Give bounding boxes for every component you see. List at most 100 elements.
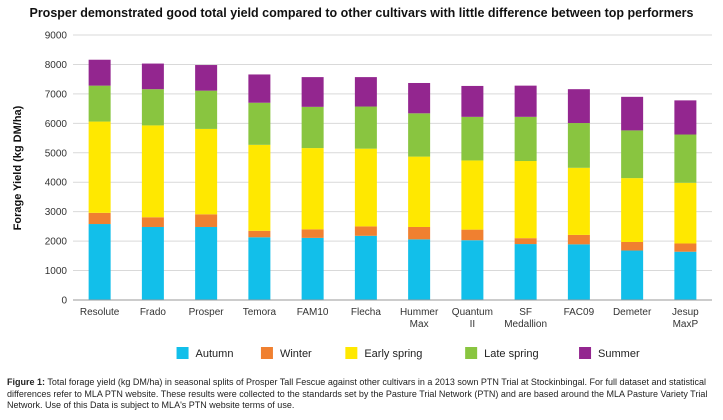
bar-segment-winter <box>621 241 644 251</box>
bar-segment-summer <box>461 85 484 117</box>
bar-segment-winter <box>195 214 218 227</box>
bar-segment-late-spring <box>567 123 590 168</box>
bar-segment-summer <box>354 77 377 107</box>
x-tick-label-line: Temora <box>243 307 277 318</box>
bar-segment-late-spring <box>141 89 164 126</box>
bar-segment-winter <box>88 212 111 225</box>
x-tick-label: Demeter <box>613 307 652 318</box>
bar-segment-early-spring <box>621 178 644 242</box>
bar-segment-autumn <box>461 240 484 300</box>
bar-segment-late-spring <box>461 116 484 161</box>
bar-segment-late-spring <box>248 102 271 145</box>
bar-segment-winter <box>408 226 431 240</box>
axes: 0 1000 2000 3000 4000 5000 6000 7000 8000 9000 Res… <box>45 31 712 330</box>
bar-segment-early-spring <box>141 125 164 218</box>
bar-segment-early-spring <box>674 182 697 244</box>
bar-segment-autumn <box>674 251 697 300</box>
legend-swatch-late-spring <box>465 347 478 359</box>
bar-segment-winter <box>141 217 164 227</box>
bar-segment-winter <box>514 238 537 245</box>
y-tick-label: 8000 <box>45 60 68 71</box>
caption-lead: Figure 1: <box>7 377 46 387</box>
x-tick-label: Temora <box>243 307 277 318</box>
x-tick-label-line: Frado <box>140 307 167 318</box>
bar-segment-late-spring <box>354 106 377 149</box>
bar-segment-winter <box>248 230 271 238</box>
bar-segment-late-spring <box>621 130 644 179</box>
y-tick-label: 4000 <box>45 178 68 189</box>
x-tick-label: Frado <box>140 307 167 318</box>
bar-segment-late-spring <box>514 116 537 162</box>
bar-segment-autumn <box>301 237 324 300</box>
bar-segment-summer <box>141 63 164 90</box>
bar-segment-early-spring <box>248 144 271 231</box>
bar-segment-early-spring <box>354 148 377 227</box>
y-tick-label: 1000 <box>45 266 68 277</box>
bar-segment-autumn <box>567 244 590 300</box>
bar-segment-summer <box>621 96 644 131</box>
x-tick-label-line: Jesup <box>672 307 699 318</box>
y-tick-label: 9000 <box>45 31 68 42</box>
bar-segment-early-spring <box>301 148 324 230</box>
bar-segment-autumn <box>621 250 644 300</box>
bar-segment-autumn <box>141 226 164 300</box>
bar-segment-autumn <box>88 224 111 300</box>
bar-segment-late-spring <box>195 90 218 129</box>
bar-segment-early-spring <box>567 167 590 235</box>
x-tick-label-line: SF <box>519 307 532 318</box>
legend-swatch-early-spring <box>345 347 358 359</box>
legend: Autumn Winter Early spring Late spring Summe… <box>176 347 640 360</box>
bar-segment-late-spring <box>301 106 324 149</box>
bar-segment-late-spring <box>88 85 111 122</box>
bar-segment-early-spring <box>88 121 111 213</box>
bar-segment-early-spring <box>195 128 218 215</box>
bar-segment-autumn <box>248 237 271 300</box>
caption-text: Total forage yield (kg DM/ha) in seasona… <box>7 377 708 410</box>
bar-segment-early-spring <box>408 156 431 227</box>
bar-segment-autumn <box>195 226 218 300</box>
legend-swatch-autumn <box>176 347 189 359</box>
x-tick-label: FAC09 <box>564 307 595 318</box>
legend-label-summer: Summer <box>598 348 640 360</box>
x-tick-label-line: FAC09 <box>564 307 595 318</box>
x-tick-label: Hummer Max <box>400 307 439 330</box>
y-tick-label: 3000 <box>45 207 68 218</box>
bar-segment-late-spring <box>674 134 697 183</box>
bar-segment-summer <box>195 65 218 91</box>
bar-segment-summer <box>301 77 324 107</box>
bar-segment-summer <box>408 82 431 114</box>
x-tick-label-line: Max <box>410 319 429 330</box>
x-tick-label-line: Prosper <box>189 307 225 318</box>
y-tick-label: 0 <box>61 296 67 307</box>
x-tick-label-line: FAM10 <box>297 307 329 318</box>
y-tick-label: 6000 <box>45 119 68 130</box>
bar-segment-summer <box>248 74 271 103</box>
x-tick-label-line: MaxP <box>673 319 699 330</box>
bar-segment-late-spring <box>408 113 431 157</box>
bar-segment-summer <box>674 100 697 135</box>
y-tick-label: 7000 <box>45 89 68 100</box>
bar-segment-summer <box>88 59 111 86</box>
bars <box>88 59 697 300</box>
bar-segment-winter <box>301 229 324 238</box>
legend-swatch-summer <box>579 347 592 359</box>
bar-segment-summer <box>567 89 590 124</box>
legend-label-late-spring: Late spring <box>484 348 538 360</box>
chart-title: Prosper demonstrated good total yield co… <box>29 6 694 20</box>
bar-segment-autumn <box>408 239 431 300</box>
x-tick-label-line: Flecha <box>351 307 381 318</box>
bar-segment-winter <box>461 229 484 241</box>
gridlines <box>73 34 712 272</box>
bar-segment-autumn <box>514 244 537 300</box>
y-tick-label: 2000 <box>45 237 68 248</box>
legend-label-early-spring: Early spring <box>364 348 422 360</box>
x-tick-label: Prosper <box>189 307 225 318</box>
x-tick-label: Resolute <box>80 307 120 318</box>
bar-segment-winter <box>674 243 697 252</box>
x-tick-label-line: Quantum <box>452 307 493 318</box>
bar-segment-autumn <box>354 235 377 300</box>
bar-segment-early-spring <box>461 160 484 230</box>
x-tick-label: FAM10 <box>297 307 329 318</box>
y-axis-label: Forage Yield (kg DM/ha) <box>12 105 24 230</box>
x-tick-label-line: Demeter <box>613 307 652 318</box>
